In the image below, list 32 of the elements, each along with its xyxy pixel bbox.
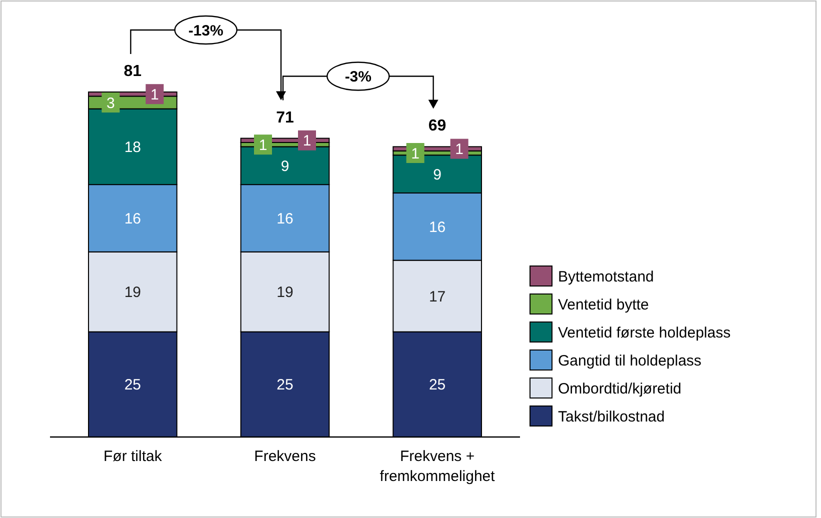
data-label: 1 bbox=[150, 86, 159, 104]
data-label: 9 bbox=[280, 158, 290, 175]
total-label: 81 bbox=[124, 63, 142, 80]
legend-label: Byttemotstand bbox=[558, 268, 654, 286]
legend-label: Ventetid første holdeplass bbox=[558, 324, 731, 342]
legend-label: Ombordtid/kjøretid bbox=[558, 380, 682, 398]
data-label: 19 bbox=[276, 284, 294, 302]
x-tick-label: Før tiltak bbox=[104, 448, 162, 465]
data-label: 1 bbox=[258, 136, 268, 154]
data-label: 16 bbox=[124, 210, 142, 228]
data-label: 3 bbox=[106, 94, 115, 112]
data-label: 25 bbox=[124, 376, 142, 394]
data-label: 1 bbox=[455, 141, 464, 158]
text: -13% bbox=[188, 22, 224, 40]
x-tick-label: Frekvens bbox=[254, 448, 316, 465]
x-tick-label: Frekvens + fremkommelighet bbox=[380, 448, 496, 485]
data-label: 16 bbox=[276, 210, 294, 228]
data-label: 9 bbox=[433, 166, 442, 184]
legend-label: Takst/bilkostnad bbox=[558, 408, 665, 426]
data-label: 25 bbox=[428, 376, 446, 394]
data-label: 18 bbox=[124, 138, 142, 156]
data-label: 1 bbox=[302, 132, 312, 150]
data-label: 17 bbox=[428, 288, 446, 306]
total-label: 71 bbox=[276, 109, 294, 126]
data-label: 19 bbox=[124, 284, 142, 302]
data-label: 16 bbox=[428, 218, 446, 236]
text: -3% bbox=[344, 68, 372, 86]
data-label: 25 bbox=[276, 376, 294, 394]
legend-label: Ventetid bytte bbox=[558, 296, 649, 314]
total-label: 69 bbox=[428, 118, 446, 135]
legend-label: Gangtid til holdeplass bbox=[558, 352, 702, 370]
data-label: 1 bbox=[411, 145, 420, 162]
